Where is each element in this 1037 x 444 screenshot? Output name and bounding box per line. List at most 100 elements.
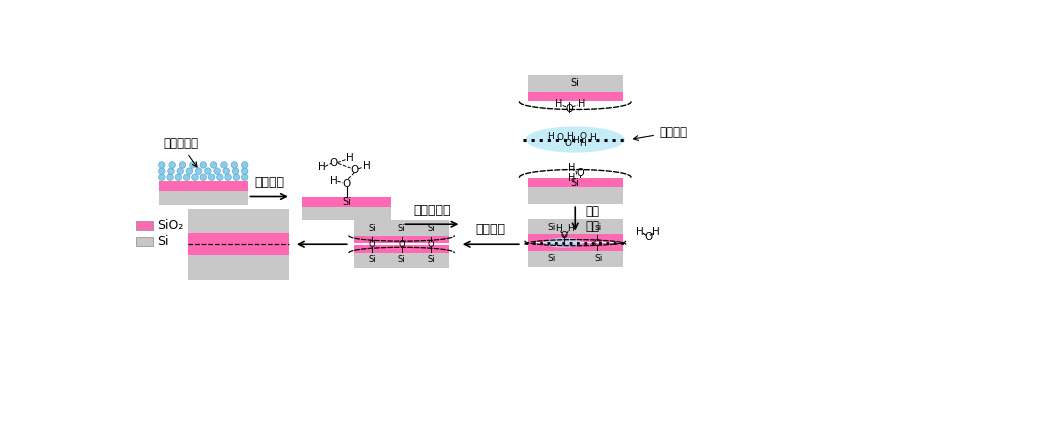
Circle shape [187, 168, 193, 174]
Circle shape [214, 168, 220, 174]
Text: H: H [555, 224, 562, 234]
Bar [528, 187, 622, 204]
Text: Si: Si [398, 224, 405, 234]
Text: H: H [346, 153, 354, 163]
Text: H: H [580, 139, 586, 148]
Text: H: H [568, 163, 576, 174]
Text: Si: Si [398, 255, 405, 264]
Circle shape [159, 162, 165, 168]
Text: 表面活化: 表面活化 [254, 176, 284, 189]
Circle shape [159, 174, 165, 180]
Text: O: O [564, 139, 571, 148]
Bar [355, 236, 449, 243]
Bar [188, 255, 288, 280]
Circle shape [159, 168, 165, 174]
Text: Si: Si [548, 223, 556, 232]
Circle shape [195, 168, 202, 174]
Text: H: H [330, 176, 337, 186]
Circle shape [208, 174, 215, 180]
Text: Si: Si [158, 235, 169, 248]
Text: Si: Si [368, 255, 376, 264]
Circle shape [242, 174, 248, 180]
Circle shape [175, 174, 181, 180]
Circle shape [232, 168, 239, 174]
Bar [302, 197, 391, 206]
Bar [355, 220, 449, 236]
Circle shape [217, 174, 223, 180]
Text: O: O [577, 168, 584, 178]
Text: Si: Si [368, 224, 376, 234]
Text: O: O [351, 165, 359, 174]
Text: 低温退火: 低温退火 [476, 223, 506, 236]
Bar [528, 234, 622, 242]
Bar [188, 234, 288, 255]
Text: Si: Si [548, 254, 556, 262]
Circle shape [200, 162, 206, 168]
Text: H: H [652, 227, 660, 237]
Bar [136, 237, 152, 246]
Bar [528, 251, 622, 266]
Bar [528, 178, 622, 187]
Circle shape [179, 162, 186, 168]
Text: H: H [578, 99, 585, 110]
Text: Si: Si [427, 224, 435, 234]
Text: O: O [342, 179, 351, 189]
Text: 有机污染物: 有机污染物 [163, 137, 198, 167]
Circle shape [225, 174, 231, 180]
Text: H: H [589, 134, 595, 143]
Text: O: O [398, 240, 405, 249]
Bar [528, 92, 622, 101]
Text: O: O [593, 239, 600, 248]
Bar [355, 253, 449, 268]
Text: H: H [565, 132, 572, 141]
Bar [528, 75, 622, 92]
Circle shape [177, 168, 184, 174]
Circle shape [167, 174, 173, 180]
Text: O: O [556, 134, 563, 143]
Circle shape [233, 174, 240, 180]
Text: si: si [595, 223, 602, 232]
Bar [302, 206, 391, 220]
Text: Si: Si [427, 255, 435, 264]
Circle shape [169, 162, 175, 168]
Text: H: H [567, 224, 573, 234]
Circle shape [223, 168, 229, 174]
Text: Si: Si [342, 197, 352, 206]
Bar [159, 191, 248, 205]
Bar [528, 243, 622, 251]
Circle shape [192, 174, 198, 180]
Bar [188, 209, 288, 234]
Circle shape [242, 168, 248, 174]
Circle shape [168, 168, 174, 174]
Text: 室温
加压: 室温 加压 [585, 205, 599, 233]
Text: O: O [565, 104, 572, 114]
Circle shape [231, 162, 237, 168]
Text: H: H [363, 161, 370, 170]
Text: Si: Si [594, 254, 602, 262]
Text: Si: Si [570, 78, 580, 88]
Ellipse shape [545, 238, 582, 248]
Text: H: H [568, 173, 576, 182]
Text: 水分子层: 水分子层 [634, 126, 686, 140]
Ellipse shape [526, 127, 625, 153]
Text: 室温预键合: 室温预键合 [413, 203, 451, 217]
Text: O: O [428, 240, 435, 249]
Text: H: H [318, 162, 326, 172]
Bar [528, 219, 622, 234]
Text: H: H [555, 99, 562, 110]
Bar [355, 245, 449, 253]
Circle shape [211, 162, 217, 168]
Text: SiO₂: SiO₂ [158, 219, 184, 232]
Circle shape [204, 168, 212, 174]
Circle shape [242, 162, 248, 168]
Bar [159, 181, 248, 191]
Circle shape [184, 174, 190, 180]
Text: O: O [561, 230, 568, 239]
Text: Si: Si [570, 178, 580, 188]
Text: H: H [571, 136, 579, 145]
Text: O: O [644, 231, 652, 242]
Text: O: O [330, 158, 338, 168]
Text: H: H [548, 132, 554, 141]
Circle shape [190, 162, 196, 168]
Circle shape [200, 174, 206, 180]
